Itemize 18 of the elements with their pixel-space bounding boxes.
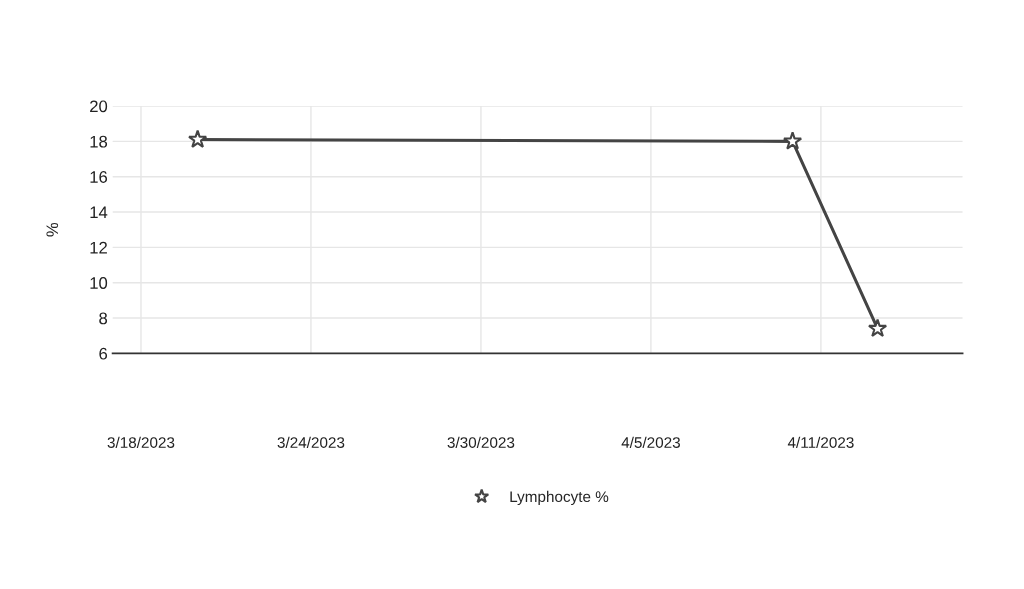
y-tick-label: 6 bbox=[99, 347, 108, 360]
y-tick-label: 10 bbox=[90, 277, 108, 289]
y-tick-label: 18 bbox=[90, 135, 108, 148]
x-tick-label: 4/5/2023 bbox=[621, 436, 680, 448]
y-axis-title: % bbox=[46, 222, 59, 237]
x-tick-label: 4/11/2023 bbox=[787, 436, 854, 448]
x-tick-label: 3/18/2023 bbox=[107, 436, 175, 448]
point bbox=[188, 129, 208, 148]
x-tick-label: 3/24/2023 bbox=[277, 436, 345, 448]
y-tick-label: 12 bbox=[90, 241, 107, 254]
y-tick-label: 20 bbox=[90, 100, 108, 113]
point bbox=[867, 318, 888, 338]
legend-label: Lymphocyte % bbox=[510, 490, 609, 506]
x-tick-label: 3/30/2023 bbox=[447, 436, 515, 448]
y-tick-label: 8 bbox=[99, 312, 108, 325]
y-tick-label: 14 bbox=[90, 206, 108, 219]
point bbox=[782, 131, 803, 150]
y-tick-label: 16 bbox=[90, 171, 108, 183]
